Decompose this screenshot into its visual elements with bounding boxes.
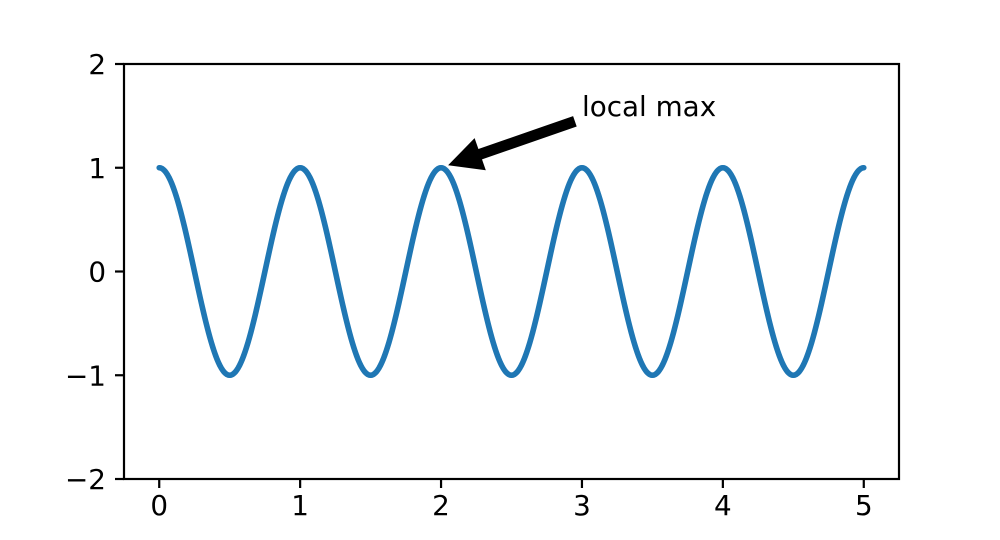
- x-tick-label: 2: [432, 489, 450, 522]
- axis-tick-marks: [115, 62, 865, 488]
- annotation-label: local max: [582, 90, 716, 123]
- annotation-arrow-icon: [448, 116, 577, 171]
- y-tick-label: 2: [88, 48, 106, 81]
- y-tick-label: −2: [65, 463, 106, 496]
- x-tick-label: 3: [573, 489, 591, 522]
- plot-border: [122, 62, 901, 481]
- y-tick-label: 1: [88, 152, 106, 185]
- x-tick-label: 4: [714, 489, 732, 522]
- x-tick-label: 5: [855, 489, 873, 522]
- y-tick-label: 0: [88, 256, 106, 289]
- y-tick-label: −1: [65, 359, 106, 392]
- x-tick-label: 0: [150, 489, 168, 522]
- cosine-curve: [156, 164, 867, 379]
- x-tick-label: 1: [291, 489, 309, 522]
